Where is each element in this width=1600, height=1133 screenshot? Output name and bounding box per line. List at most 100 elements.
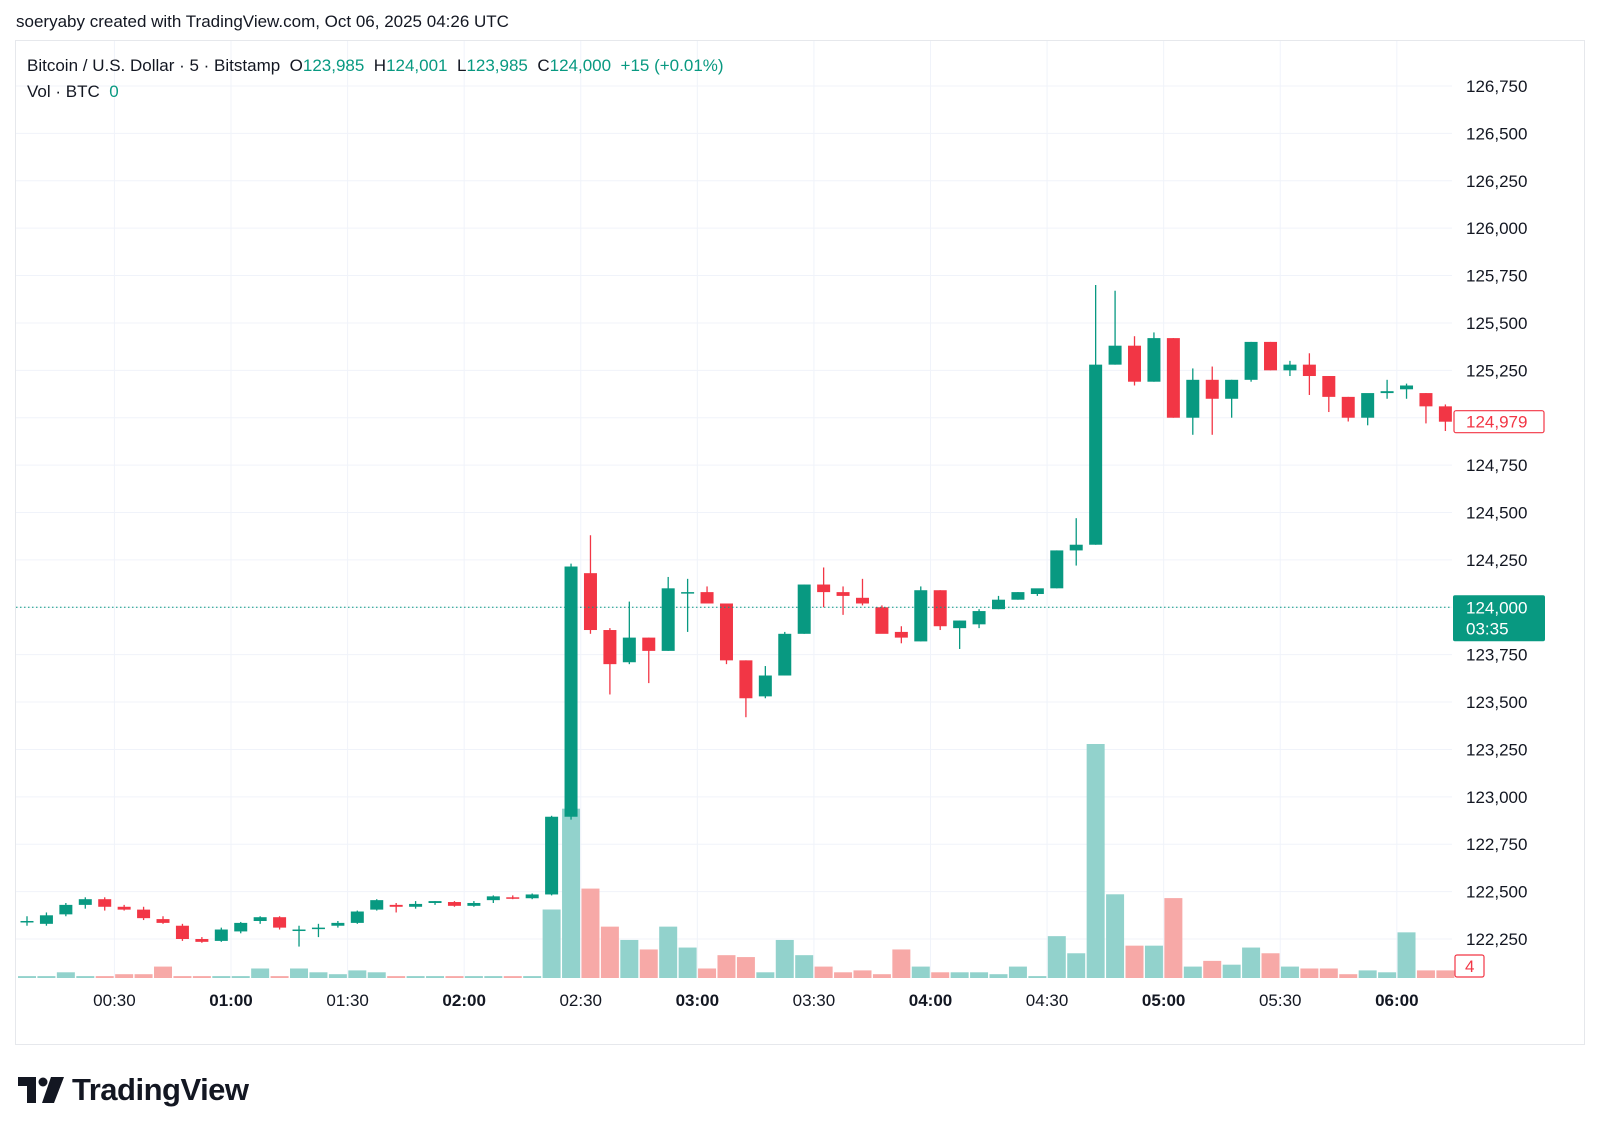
volume-bar bbox=[950, 972, 969, 978]
tradingview-logo-icon bbox=[18, 1077, 64, 1103]
volume-bar bbox=[56, 972, 75, 978]
candle bbox=[855, 578, 869, 606]
candle bbox=[583, 535, 597, 634]
candle-body bbox=[875, 607, 889, 634]
candle-body bbox=[137, 909, 151, 919]
high-value: 124,001 bbox=[386, 56, 448, 75]
candle-body bbox=[78, 899, 92, 905]
candle-body bbox=[156, 919, 170, 923]
volume-bar bbox=[1339, 974, 1358, 978]
candle bbox=[564, 563, 578, 820]
volume-bar bbox=[367, 972, 386, 978]
volume-bar bbox=[1047, 936, 1066, 978]
candle-body bbox=[583, 573, 597, 631]
candle bbox=[953, 620, 967, 649]
volume-bar bbox=[1319, 968, 1338, 978]
symbol-title[interactable]: Bitcoin / U.S. Dollar · 5 · Bitstamp bbox=[27, 56, 281, 75]
volume-label[interactable]: Vol · BTC bbox=[27, 82, 100, 101]
candle bbox=[20, 916, 34, 926]
price-tick-label: 126,500 bbox=[1466, 124, 1527, 143]
open-value: 123,985 bbox=[302, 56, 365, 75]
price-tick-label: 123,500 bbox=[1466, 693, 1527, 712]
tradingview-branding[interactable]: TradingView bbox=[18, 1072, 249, 1108]
time-tick-label: 05:30 bbox=[1259, 991, 1302, 1010]
candle-body bbox=[797, 584, 811, 634]
candle-body bbox=[914, 590, 928, 642]
volume-bar bbox=[562, 808, 581, 978]
candle bbox=[1264, 341, 1278, 371]
price-tick-label: 125,500 bbox=[1466, 314, 1527, 333]
candle-body bbox=[953, 620, 967, 629]
time-tick-label: 03:30 bbox=[793, 991, 836, 1010]
countdown-timer: 03:35 bbox=[1466, 619, 1509, 638]
candle bbox=[156, 916, 170, 924]
volume-bar bbox=[484, 976, 503, 978]
price-tick-label: 123,000 bbox=[1466, 788, 1527, 807]
candle bbox=[234, 921, 248, 934]
price-tick-label: 122,500 bbox=[1466, 883, 1527, 902]
volume-bar bbox=[290, 968, 309, 978]
candle-body bbox=[39, 915, 53, 924]
time-tick-label: 06:00 bbox=[1375, 991, 1418, 1010]
candle bbox=[409, 901, 423, 909]
candle-body bbox=[59, 904, 73, 915]
volume-bar bbox=[717, 955, 736, 978]
price-tick-label: 125,250 bbox=[1466, 361, 1527, 380]
candle bbox=[1400, 383, 1414, 399]
volume-bar bbox=[542, 909, 561, 978]
candle-body bbox=[1011, 592, 1025, 600]
volume-bar bbox=[795, 955, 814, 978]
candle-body bbox=[1419, 393, 1433, 407]
candle-body bbox=[603, 630, 617, 665]
candle bbox=[972, 609, 986, 629]
candle-body bbox=[817, 584, 831, 593]
candle-body bbox=[933, 590, 947, 627]
candle-body bbox=[292, 929, 306, 932]
candle-body bbox=[98, 899, 112, 907]
volume-bar bbox=[76, 976, 95, 978]
candle bbox=[778, 631, 792, 676]
last-price-tag bbox=[1453, 595, 1545, 642]
volume-bar bbox=[464, 976, 483, 978]
time-tick-label: 05:00 bbox=[1142, 991, 1185, 1010]
volume-bar bbox=[1397, 932, 1416, 978]
candle-body bbox=[1225, 379, 1239, 399]
candle bbox=[603, 628, 617, 695]
candle bbox=[894, 626, 908, 644]
candle bbox=[370, 899, 384, 911]
low-value: 123,985 bbox=[466, 56, 528, 75]
candle-body bbox=[331, 922, 345, 926]
candle-body bbox=[700, 592, 714, 604]
candle bbox=[681, 578, 695, 632]
time-tick-label: 01:30 bbox=[326, 991, 369, 1010]
volume-bar bbox=[600, 926, 619, 978]
volume-value: 0 bbox=[109, 82, 119, 101]
candle bbox=[117, 904, 131, 911]
candle bbox=[447, 901, 461, 907]
candle-body bbox=[758, 675, 772, 697]
time-tick-label: 04:30 bbox=[1026, 991, 1069, 1010]
candle-body bbox=[778, 633, 792, 676]
time-tick-label: 04:00 bbox=[909, 991, 952, 1010]
candle bbox=[797, 584, 811, 634]
candle-body bbox=[486, 896, 500, 901]
volume-bar bbox=[134, 974, 153, 978]
time-tick-label: 00:30 bbox=[93, 991, 136, 1010]
candle bbox=[214, 927, 228, 942]
volume-bar bbox=[1144, 945, 1163, 978]
volume-bar bbox=[620, 939, 639, 978]
volume-bar bbox=[892, 949, 911, 978]
candle bbox=[1361, 393, 1375, 426]
volume-bar bbox=[1164, 898, 1183, 978]
candle bbox=[1438, 404, 1452, 431]
volume-bar bbox=[328, 974, 347, 978]
chart-grid bbox=[16, 41, 1452, 978]
volume-bar bbox=[1067, 953, 1086, 978]
candle bbox=[1147, 332, 1161, 382]
candle bbox=[1069, 518, 1083, 566]
price-tick-label: 122,250 bbox=[1466, 930, 1527, 949]
price-tick-label: 124,500 bbox=[1466, 504, 1527, 523]
candle bbox=[661, 576, 675, 651]
candle-body bbox=[1400, 385, 1414, 390]
